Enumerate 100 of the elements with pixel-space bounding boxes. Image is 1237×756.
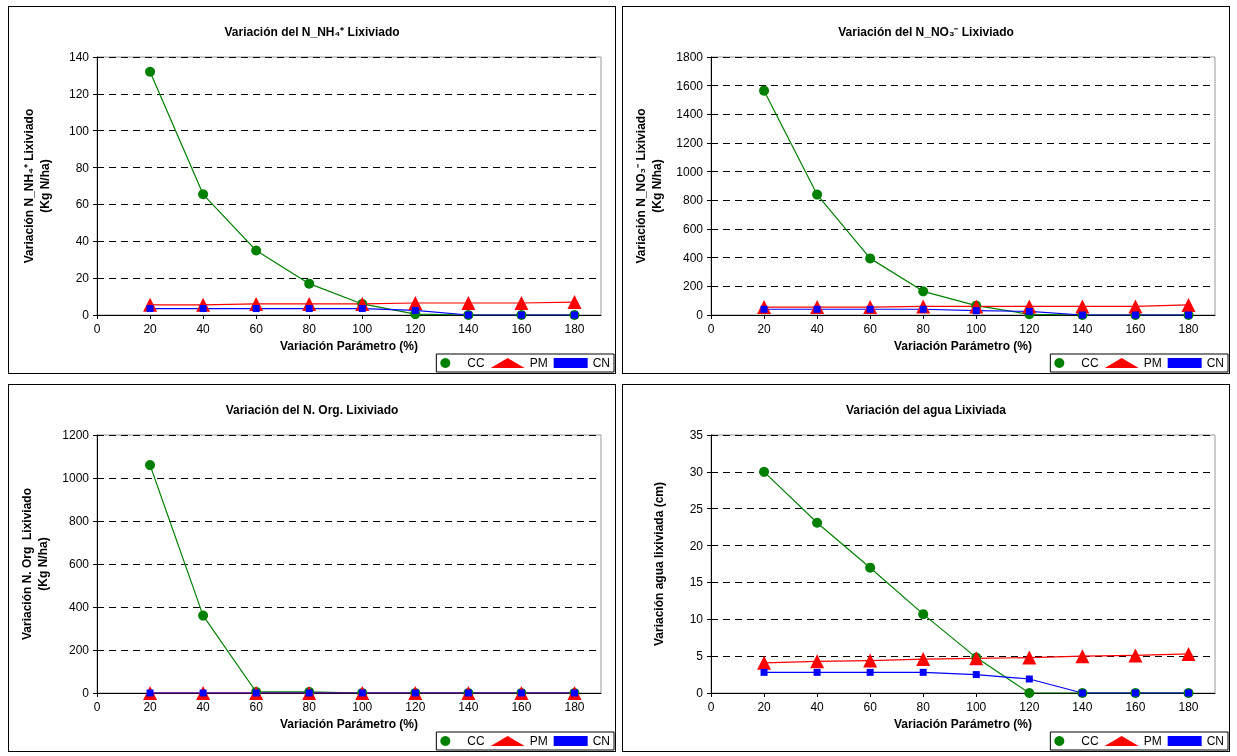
point [1128, 648, 1143, 663]
point [865, 562, 876, 573]
point [757, 655, 772, 670]
point [252, 305, 260, 313]
x-tick-label: 140 [1072, 700, 1093, 714]
point [918, 286, 929, 297]
point [918, 609, 929, 620]
point [813, 668, 821, 676]
x-tick-label: 0 [707, 322, 715, 336]
x-tick-label: 160 [1125, 322, 1146, 336]
chart-title: Variación del N_NO₃⁻ Lixiviado [838, 25, 1014, 39]
x-tick-label: 60 [249, 322, 264, 336]
point [358, 305, 366, 313]
y-axis-title: Variación agua lixiviada (cm) [652, 481, 666, 647]
y-tick-label: 20 [689, 538, 704, 553]
x-tick-label: 80 [916, 700, 931, 714]
y-tick-label: 800 [682, 193, 704, 208]
x-tick-label: 20 [143, 322, 158, 336]
x-tick-label: 160 [511, 700, 532, 714]
y-axis-title: Variación N_NH₄⁺ Lixiviado (Kg N/ha) [22, 108, 52, 264]
x-tick-label: 140 [458, 700, 479, 714]
point [866, 668, 874, 676]
chart-title: Variación del agua Lixiviada [845, 403, 1007, 417]
x-tick-label: 40 [810, 700, 825, 714]
x-tick-label: 180 [564, 322, 585, 336]
x-tick-label: 60 [863, 700, 878, 714]
x-tick-label: 60 [863, 322, 878, 336]
x-tick-label: 20 [757, 700, 772, 714]
point [812, 517, 823, 528]
x-tick-label: 0 [93, 322, 101, 336]
y-tick-label: 600 [68, 557, 90, 571]
y-tick-label: 20 [75, 271, 90, 286]
y-tick-label: 1000 [676, 164, 704, 179]
legend-label: CC [1081, 356, 1099, 370]
x-tick-label: 40 [196, 322, 211, 336]
y-axis-title: Variación N. Org Lixiviado (Kg N/ha) [20, 487, 51, 641]
point [514, 296, 529, 311]
x-tick-label: 0 [93, 700, 101, 714]
legend-label: CN [592, 356, 611, 370]
point [916, 652, 931, 667]
x-tick-label: 120 [405, 322, 426, 336]
x-axis-title: Variación Parámetro (%) [893, 338, 1033, 353]
x-tick-label: 180 [1178, 700, 1199, 714]
point [1025, 307, 1033, 315]
point [1025, 675, 1033, 683]
legend-label: CN [1206, 734, 1225, 748]
legend-label: PM [1143, 356, 1162, 370]
y-tick-label: 1400 [676, 107, 704, 122]
x-tick-label: 140 [458, 322, 479, 336]
x-axis-title: Variación Parámetro (%) [893, 716, 1033, 731]
legend-label: PM [529, 356, 548, 370]
y-tick-label: 800 [68, 514, 90, 528]
y-tick-label: 1200 [676, 136, 704, 150]
point [304, 278, 315, 289]
legend-label: CN [1206, 356, 1225, 370]
x-tick-label: 80 [302, 700, 317, 714]
x-tick-label: 80 [916, 322, 931, 336]
point [305, 305, 313, 313]
y-tick-label: 1800 [676, 50, 704, 64]
x-tick-label: 20 [143, 700, 158, 714]
point [461, 296, 476, 311]
y-tick-label: 1600 [676, 78, 704, 93]
point [1181, 646, 1196, 661]
legend-label: CN [592, 734, 611, 748]
y-tick-label: 200 [68, 643, 90, 657]
y-tick-label: 1200 [62, 428, 90, 442]
x-tick-label: 180 [564, 700, 585, 714]
y-tick-label: 400 [68, 600, 90, 614]
y-tick-label: 0 [696, 308, 704, 322]
x-tick-label: 120 [1019, 700, 1040, 714]
point [972, 671, 980, 679]
legend-label: PM [1143, 734, 1162, 748]
x-tick-label: 160 [511, 322, 532, 336]
x-tick-label: 100 [352, 322, 373, 336]
y-tick-label: 100 [68, 123, 90, 138]
point [145, 66, 156, 77]
point [567, 295, 582, 310]
x-tick-label: 40 [810, 322, 825, 336]
point [146, 305, 154, 313]
x-tick-label: 140 [1072, 322, 1093, 336]
y-tick-label: 1000 [62, 471, 90, 485]
x-tick-label: 20 [757, 322, 772, 336]
x-tick-label: 80 [302, 322, 317, 336]
x-tick-label: 60 [249, 700, 264, 714]
y-tick-label: 25 [689, 501, 704, 516]
chart-title: Variación del N. Org. Lixiviado [225, 403, 399, 417]
y-tick-label: 0 [82, 308, 90, 322]
legend-label: PM [529, 734, 548, 748]
point [411, 306, 419, 314]
y-tick-label: 30 [689, 464, 704, 479]
x-tick-label: 180 [1178, 322, 1199, 336]
x-axis-title: Variación Parámetro (%) [279, 338, 419, 353]
point [1181, 297, 1196, 312]
y-tick-label: 10 [689, 612, 704, 627]
point [863, 653, 878, 668]
point [759, 466, 770, 477]
y-tick-label: 60 [75, 197, 90, 212]
chart-title: Variación del N_NH₄⁺ Lixiviado [224, 25, 400, 39]
point [198, 189, 209, 200]
y-tick-label: 15 [689, 575, 704, 590]
